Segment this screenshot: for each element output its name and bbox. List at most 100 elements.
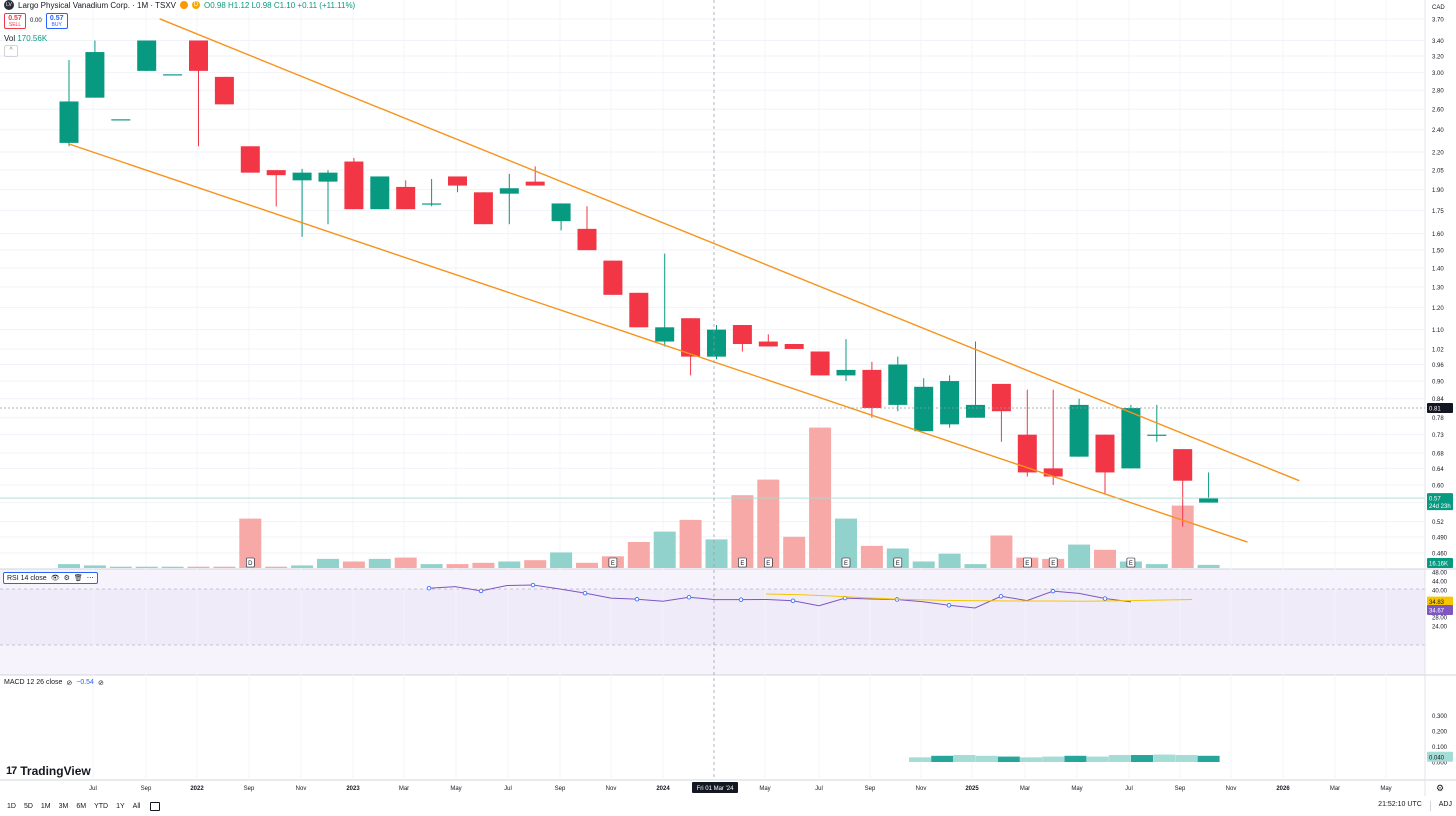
sell-button[interactable]: 0.57 SELL [4, 13, 26, 29]
time-tick-label: Nov [916, 786, 927, 792]
candle-body [810, 351, 830, 376]
macd-histogram-bar [1020, 757, 1042, 762]
tradingview-name: TradingView [20, 764, 91, 778]
price-tick-label: 0.52 [1432, 520, 1444, 526]
period-6m[interactable]: 6M [76, 802, 87, 810]
hidden-icon[interactable]: ⊘ [66, 680, 73, 687]
volume-axis-label: 16.16K [1429, 562, 1448, 568]
macd-histogram-bar [953, 755, 976, 762]
price-tick-label: 0.490 [1432, 535, 1448, 541]
candle-body [370, 176, 390, 210]
candle-body [448, 176, 467, 186]
macd-axis-label-box [1427, 751, 1453, 762]
macd-tick-label: 0.300 [1432, 714, 1448, 720]
hidden-icon-2[interactable]: ⊘ [97, 680, 104, 687]
rsi-tick-label: 44.00 [1432, 580, 1448, 586]
symbol-title[interactable]: Largo Physical Vanadium Corp. · 1M · TSX… [18, 0, 176, 10]
crosshair-price-label: 0.81 [1429, 407, 1441, 413]
price-tick-label: 0.73 [1432, 433, 1444, 439]
event-marker-label: E [1129, 561, 1133, 567]
period-all[interactable]: All [132, 802, 141, 810]
candle-body [473, 192, 493, 225]
rsi-point [946, 603, 952, 608]
utc-clock[interactable]: 21:52:10 UTC [1378, 801, 1422, 808]
period-1d[interactable]: 1D [7, 802, 16, 810]
rsi-point [634, 597, 640, 602]
time-tick-label: Jul [504, 786, 512, 792]
period-1y[interactable]: 1Y [116, 802, 125, 810]
candle-body [655, 327, 675, 342]
collapse-legend-button[interactable]: ^ [4, 45, 18, 57]
symbol-legend: LV Largo Physical Vanadium Corp. · 1M · … [4, 0, 355, 10]
event-marker [763, 557, 773, 568]
macd-histogram-bar [1197, 755, 1220, 762]
period-3m[interactable]: 3M [58, 802, 69, 810]
candle-body [189, 40, 208, 71]
period-1m[interactable]: 1M [40, 802, 51, 810]
price-tick-label: 3.70 [1432, 17, 1444, 23]
volume-bar [187, 566, 210, 568]
volume-bar [83, 565, 106, 568]
time-tick-label: 2023 [346, 786, 360, 792]
rsi-legend[interactable]: RSI 14 close 👁 ⚙ 🗑 ⋯ [3, 572, 98, 584]
rsi-tick-label: 48.00 [1432, 571, 1448, 577]
calendar-icon[interactable] [150, 801, 161, 811]
rsi-ma-axis-label: 34.83 [1429, 600, 1445, 606]
rsi-point [1102, 596, 1108, 601]
volume-bar [783, 536, 806, 568]
event-marker-label: E [611, 561, 615, 567]
eye-icon[interactable]: 👁 [50, 575, 60, 582]
time-tick-label: Nov [296, 786, 307, 792]
rsi-tick-label: 40.00 [1432, 589, 1448, 595]
candle-body [396, 186, 416, 210]
time-tick-label: 2026 [1276, 786, 1290, 792]
rsi-point [686, 595, 692, 600]
event-marker [841, 557, 851, 568]
chart-settings-icon: ⚙ [1436, 783, 1444, 793]
rsi-point [478, 588, 484, 594]
candle-body [163, 74, 183, 76]
candle-body [525, 181, 545, 186]
time-tick-label: Sep [555, 786, 566, 792]
volume-bar [576, 562, 598, 568]
macd-histogram-bar [1153, 754, 1176, 762]
price-tick-label: 0.68 [1432, 451, 1444, 457]
event-marker-label: E [740, 561, 744, 567]
volume-bar [731, 495, 754, 568]
trash-icon[interactable]: 🗑 [73, 575, 83, 582]
macd-legend: MACD 12 26 close ⊘ −0.54 ⊘ [4, 679, 104, 687]
buy-price: 0.57 [49, 15, 64, 22]
volume-bar [653, 531, 676, 568]
volume-bar [213, 566, 236, 568]
rsi-axis-label-box [1427, 604, 1453, 615]
volume-bar [109, 566, 132, 568]
candle-body [732, 325, 752, 344]
event-marker [1048, 557, 1058, 568]
more-icon[interactable]: ⋯ [86, 575, 94, 582]
period-ytd[interactable]: YTD [94, 802, 109, 810]
price-tick-label: 1.20 [1432, 306, 1444, 312]
rsi-point [998, 594, 1004, 599]
volume-bar [860, 545, 883, 568]
crosshair-date-label: Fri 01 Mar '24 [697, 786, 734, 792]
event-marker [1126, 557, 1136, 568]
volume-bar [161, 566, 184, 568]
candle-body [1095, 434, 1115, 473]
rsi-band [0, 589, 1425, 645]
price-tick-label: 1.60 [1432, 232, 1444, 238]
macd-label: MACD 12 26 close [4, 679, 63, 686]
buy-button[interactable]: 0.57 BUY [45, 13, 68, 29]
settings-icon[interactable]: ⚙ [63, 575, 70, 582]
symbol-logo-icon: LV [4, 0, 14, 10]
macd-histogram-bar [1108, 755, 1131, 762]
macd-axis-label: 0.040 [1429, 755, 1445, 761]
candle-body [59, 101, 79, 143]
macd-histogram-bar [1086, 756, 1109, 762]
period-5d[interactable]: 5D [23, 802, 33, 810]
price-tick-label: 0.78 [1432, 416, 1444, 422]
volume-bar [58, 564, 80, 568]
tradingview-logo[interactable]: 17 TradingView [6, 764, 91, 778]
adj-toggle[interactable]: ADJ [1438, 801, 1452, 808]
